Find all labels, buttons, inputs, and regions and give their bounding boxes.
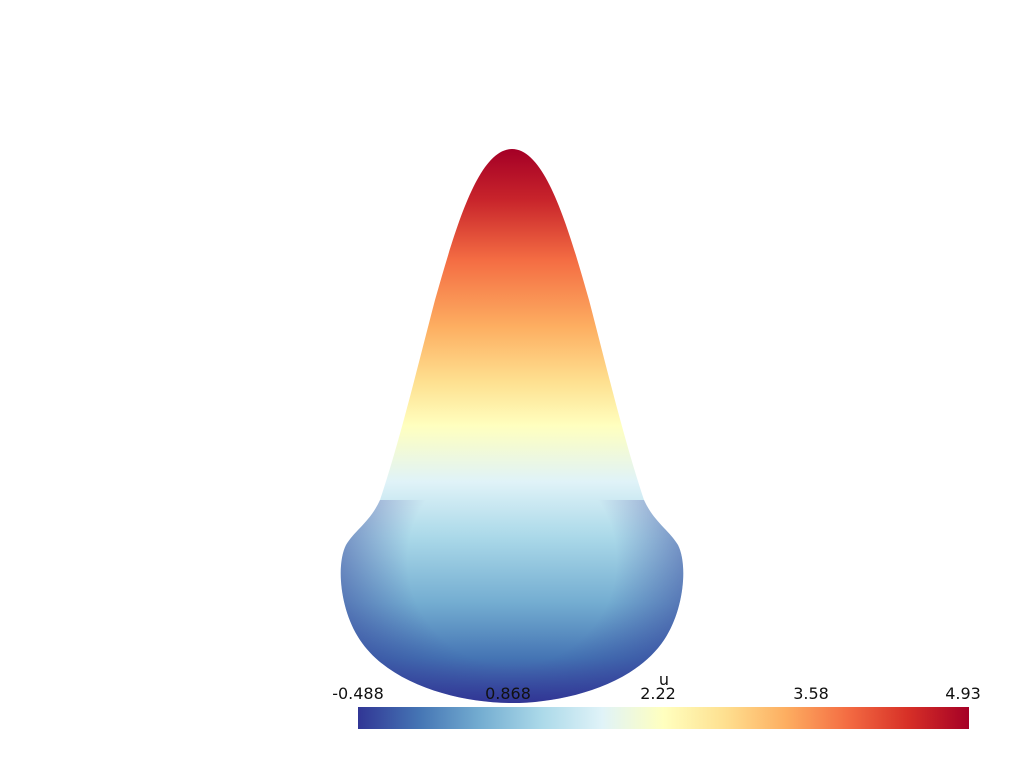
scalar-bar-tick-max: 4.93	[945, 684, 981, 703]
scalar-bar-tick-2: 0.868	[485, 684, 531, 703]
scalar-bar-tick-4: 3.58	[793, 684, 829, 703]
scalar-bar-tick-3: 2.22	[640, 684, 676, 703]
scalar-bar-tick-min: -0.488	[332, 684, 384, 703]
scalar-bar-colorbar	[358, 707, 969, 729]
bump-base-shading	[340, 500, 684, 703]
scalar-bar-title: u	[658, 670, 670, 689]
